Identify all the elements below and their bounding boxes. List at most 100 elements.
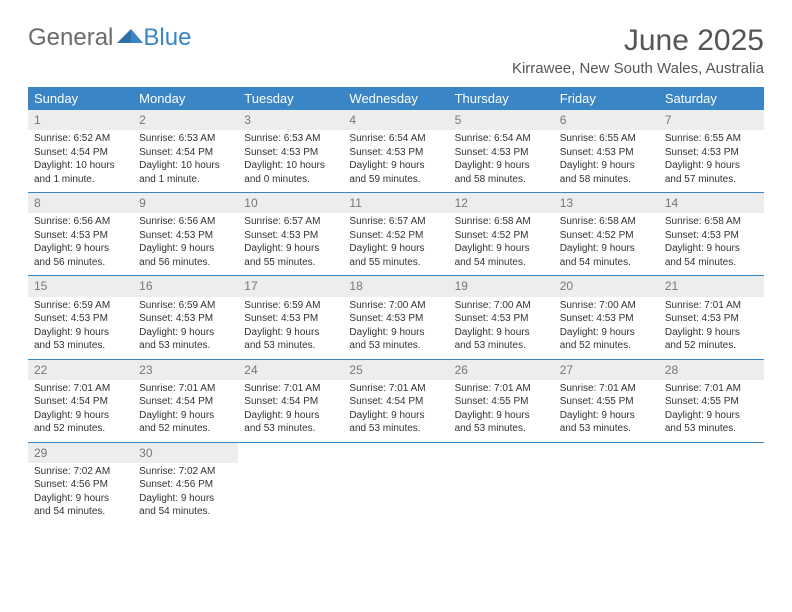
day-number: 11 — [343, 193, 448, 213]
day-details: Sunrise: 6:54 AMSunset: 4:53 PMDaylight:… — [449, 132, 554, 186]
logo-mark-icon — [117, 24, 143, 52]
daylight-line1: Daylight: 9 hours — [244, 409, 337, 423]
daylight-line1: Daylight: 9 hours — [349, 326, 442, 340]
day-details: Sunrise: 7:00 AMSunset: 4:53 PMDaylight:… — [449, 299, 554, 353]
day-details: Sunrise: 6:59 AMSunset: 4:53 PMDaylight:… — [133, 299, 238, 353]
weekday-label: Wednesday — [343, 87, 448, 110]
daylight-line2: and 55 minutes. — [244, 256, 337, 270]
sunset-text: Sunset: 4:54 PM — [34, 146, 127, 160]
calendar-day: 16 Sunrise: 6:59 AMSunset: 4:53 PMDayligh… — [133, 276, 238, 358]
sunrise-text: Sunrise: 6:58 AM — [560, 215, 653, 229]
sunset-text: Sunset: 4:53 PM — [349, 312, 442, 326]
sunset-text: Sunset: 4:53 PM — [139, 312, 232, 326]
day-details: Sunrise: 6:56 AMSunset: 4:53 PMDaylight:… — [133, 215, 238, 269]
day-number: 21 — [659, 276, 764, 296]
logo: General Blue — [28, 24, 191, 52]
daylight-line2: and 53 minutes. — [455, 422, 548, 436]
day-details: Sunrise: 7:00 AMSunset: 4:53 PMDaylight:… — [343, 299, 448, 353]
day-number: 22 — [28, 360, 133, 380]
daylight-line1: Daylight: 9 hours — [139, 409, 232, 423]
day-number: 27 — [554, 360, 659, 380]
day-details: Sunrise: 6:59 AMSunset: 4:53 PMDaylight:… — [28, 299, 133, 353]
calendar-day: 29Sunrise: 7:02 AMSunset: 4:56 PMDayligh… — [28, 443, 133, 525]
daylight-line1: Daylight: 9 hours — [665, 242, 758, 256]
sunset-text: Sunset: 4:53 PM — [349, 146, 442, 160]
sunset-text: Sunset: 4:54 PM — [34, 395, 127, 409]
sunset-text: Sunset: 4:54 PM — [349, 395, 442, 409]
daylight-line1: Daylight: 9 hours — [139, 326, 232, 340]
title-block: June 2025 Kirrawee, New South Wales, Aus… — [512, 24, 764, 77]
header: General Blue June 2025 Kirrawee, New Sou… — [28, 24, 764, 77]
daylight-line1: Daylight: 9 hours — [34, 492, 127, 506]
sunset-text: Sunset: 4:56 PM — [34, 478, 127, 492]
calendar-day: 19Sunrise: 7:00 AMSunset: 4:53 PMDayligh… — [449, 276, 554, 358]
daylight-line1: Daylight: 9 hours — [34, 326, 127, 340]
sunset-text: Sunset: 4:53 PM — [244, 146, 337, 160]
sunset-text: Sunset: 4:53 PM — [560, 146, 653, 160]
daylight-line2: and 52 minutes. — [665, 339, 758, 353]
daylight-line1: Daylight: 9 hours — [139, 242, 232, 256]
sunrise-text: Sunrise: 6:55 AM — [665, 132, 758, 146]
sunrise-text: Sunrise: 7:01 AM — [139, 382, 232, 396]
day-number: 2 — [133, 110, 238, 130]
day-number: 16 — [133, 276, 238, 296]
calendar-day: 18Sunrise: 7:00 AMSunset: 4:53 PMDayligh… — [343, 276, 448, 358]
calendar-day: 2Sunrise: 6:53 AMSunset: 4:54 PMDaylight… — [133, 110, 238, 192]
day-details: Sunrise: 6:52 AMSunset: 4:54 PMDaylight:… — [28, 132, 133, 186]
sunrise-text: Sunrise: 7:02 AM — [139, 465, 232, 479]
daylight-line1: Daylight: 9 hours — [34, 242, 127, 256]
day-number: 13 — [554, 193, 659, 213]
calendar-day: 20Sunrise: 7:00 AMSunset: 4:53 PMDayligh… — [554, 276, 659, 358]
daylight-line2: and 54 minutes. — [665, 256, 758, 270]
calendar-day: 22Sunrise: 7:01 AMSunset: 4:54 PMDayligh… — [28, 360, 133, 442]
logo-word2: Blue — [143, 24, 191, 52]
weekday-label: Friday — [554, 87, 659, 110]
calendar-day — [554, 443, 659, 525]
day-number: 20 — [554, 276, 659, 296]
daylight-line1: Daylight: 9 hours — [34, 409, 127, 423]
day-details: Sunrise: 7:01 AMSunset: 4:54 PMDaylight:… — [343, 382, 448, 436]
day-number: 30 — [133, 443, 238, 463]
daylight-line2: and 53 minutes. — [244, 422, 337, 436]
daylight-line2: and 57 minutes. — [665, 173, 758, 187]
calendar-day: 27Sunrise: 7:01 AMSunset: 4:55 PMDayligh… — [554, 360, 659, 442]
daylight-line2: and 1 minute. — [139, 173, 232, 187]
calendar-day: 24Sunrise: 7:01 AMSunset: 4:54 PMDayligh… — [238, 360, 343, 442]
day-number: 25 — [343, 360, 448, 380]
daylight-line1: Daylight: 9 hours — [560, 409, 653, 423]
day-details: Sunrise: 6:54 AMSunset: 4:53 PMDaylight:… — [343, 132, 448, 186]
daylight-line2: and 53 minutes. — [349, 422, 442, 436]
calendar-day: 11Sunrise: 6:57 AMSunset: 4:52 PMDayligh… — [343, 193, 448, 275]
daylight-line1: Daylight: 9 hours — [244, 326, 337, 340]
sunset-text: Sunset: 4:53 PM — [34, 229, 127, 243]
sunset-text: Sunset: 4:55 PM — [665, 395, 758, 409]
calendar-week: 1Sunrise: 6:52 AMSunset: 4:54 PMDaylight… — [28, 110, 764, 193]
sunset-text: Sunset: 4:53 PM — [244, 229, 337, 243]
sunset-text: Sunset: 4:54 PM — [244, 395, 337, 409]
daylight-line2: and 53 minutes. — [139, 339, 232, 353]
day-details: Sunrise: 6:57 AMSunset: 4:52 PMDaylight:… — [343, 215, 448, 269]
sunset-text: Sunset: 4:52 PM — [560, 229, 653, 243]
day-details: Sunrise: 6:56 AMSunset: 4:53 PMDaylight:… — [28, 215, 133, 269]
day-details: Sunrise: 7:02 AMSunset: 4:56 PMDaylight:… — [28, 465, 133, 519]
day-number: 26 — [449, 360, 554, 380]
day-details: Sunrise: 6:55 AMSunset: 4:53 PMDaylight:… — [554, 132, 659, 186]
sunset-text: Sunset: 4:54 PM — [139, 395, 232, 409]
sunset-text: Sunset: 4:52 PM — [349, 229, 442, 243]
sunset-text: Sunset: 4:53 PM — [455, 146, 548, 160]
calendar-day — [659, 443, 764, 525]
daylight-line2: and 56 minutes. — [139, 256, 232, 270]
sunrise-text: Sunrise: 7:01 AM — [560, 382, 653, 396]
daylight-line1: Daylight: 9 hours — [349, 159, 442, 173]
calendar-day: 30Sunrise: 7:02 AMSunset: 4:56 PMDayligh… — [133, 443, 238, 525]
daylight-line1: Daylight: 10 hours — [34, 159, 127, 173]
day-number: 7 — [659, 110, 764, 130]
sunrise-text: Sunrise: 7:01 AM — [455, 382, 548, 396]
daylight-line1: Daylight: 9 hours — [455, 159, 548, 173]
daylight-line2: and 0 minutes. — [244, 173, 337, 187]
daylight-line2: and 55 minutes. — [349, 256, 442, 270]
day-details: Sunrise: 7:01 AMSunset: 4:55 PMDaylight:… — [554, 382, 659, 436]
location-text: Kirrawee, New South Wales, Australia — [512, 60, 764, 77]
day-number: 15 — [28, 276, 133, 296]
sunrise-text: Sunrise: 7:01 AM — [665, 382, 758, 396]
